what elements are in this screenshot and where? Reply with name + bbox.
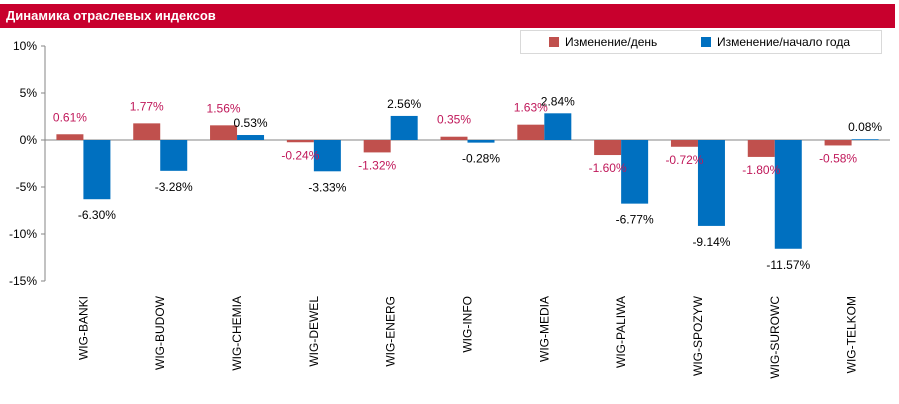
data-label-year: 0.08% [848, 120, 882, 134]
data-label-day: -0.24% [281, 148, 319, 162]
data-label-year: 2.84% [541, 94, 575, 108]
data-label-year: -6.77% [616, 213, 654, 227]
y-tick-label: 10% [13, 39, 37, 53]
data-label-year: 0.53% [234, 116, 268, 130]
legend-label-day: Изменение/день [565, 35, 658, 49]
bar-year [697, 140, 725, 226]
legend-label-year: Изменение/начало года [717, 35, 850, 49]
data-label-day: 0.61% [53, 110, 87, 124]
bar-year [237, 135, 265, 140]
category-label: WIG-INFO [461, 296, 475, 353]
bar-day [824, 140, 852, 146]
bar-year [313, 140, 341, 172]
legend-item-year: Изменение/начало года [701, 35, 850, 49]
chart-title: Динамика отраслевых индексов [6, 8, 216, 23]
bar-year [390, 115, 418, 140]
data-label-day: 1.77% [130, 99, 164, 113]
data-label-day: -1.60% [589, 161, 627, 175]
bar-day [286, 140, 314, 143]
category-label: WIG-BUDOW [153, 295, 167, 370]
bar-day [133, 123, 161, 140]
data-label-day: 1.56% [207, 101, 241, 115]
category-label: WIG-DEWEL [307, 296, 321, 367]
data-label-year: -3.33% [308, 180, 346, 194]
category-label: WIG-PALIWA [614, 296, 628, 368]
legend-swatch-day [549, 37, 559, 47]
bar-day [670, 140, 698, 147]
bar-day [517, 124, 545, 140]
bar-day [210, 125, 238, 140]
bar-year [774, 140, 802, 249]
y-tick-label: -10% [9, 227, 37, 241]
bar-day [747, 140, 775, 157]
category-label: WIG-MEDIA [537, 296, 551, 362]
y-tick-label: 0% [20, 133, 38, 147]
bar-day [440, 136, 468, 140]
bar-year [851, 139, 879, 140]
y-tick-label: -15% [9, 274, 37, 288]
category-label: WIG-SUROWC [768, 296, 782, 379]
data-label-year: -11.57% [766, 258, 810, 272]
data-label-day: -0.72% [665, 153, 703, 167]
legend-swatch-year [701, 37, 711, 47]
bar-year [160, 140, 188, 171]
y-tick-label: -5% [16, 180, 38, 194]
data-label-year: -6.30% [78, 208, 116, 222]
category-label: WIG-TELKOM [845, 296, 859, 373]
bar-day [56, 134, 84, 140]
data-label-day: -1.80% [742, 163, 780, 177]
category-label: WIG-CHEMIA [230, 296, 244, 371]
category-label: WIG-ENERG [384, 296, 398, 367]
data-label-day: 0.35% [437, 113, 471, 127]
bar-year [83, 140, 111, 200]
bar-year [621, 140, 649, 204]
data-label-year: 2.56% [387, 97, 421, 111]
data-label-day: -0.58% [819, 151, 857, 165]
data-label-day: -1.32% [358, 158, 396, 172]
data-label-day: 1.63% [514, 101, 548, 115]
data-label-year: -3.28% [155, 180, 193, 194]
data-label-year: -9.14% [692, 235, 730, 249]
y-tick-label: 5% [20, 86, 38, 100]
legend-item-day: Изменение/день [549, 35, 657, 49]
chart-legend: Изменение/день Изменение/начало года [520, 30, 882, 54]
category-label: WIG-BANKI [76, 296, 90, 360]
bar-year [544, 113, 572, 140]
bar-day [363, 140, 391, 153]
bar-year [467, 140, 495, 143]
chart-title-bar: Динамика отраслевых индексов [0, 4, 895, 28]
bar-day [594, 140, 622, 156]
data-label-year: -0.28% [462, 152, 500, 166]
category-label: WIG-SPOZYW [691, 295, 705, 376]
